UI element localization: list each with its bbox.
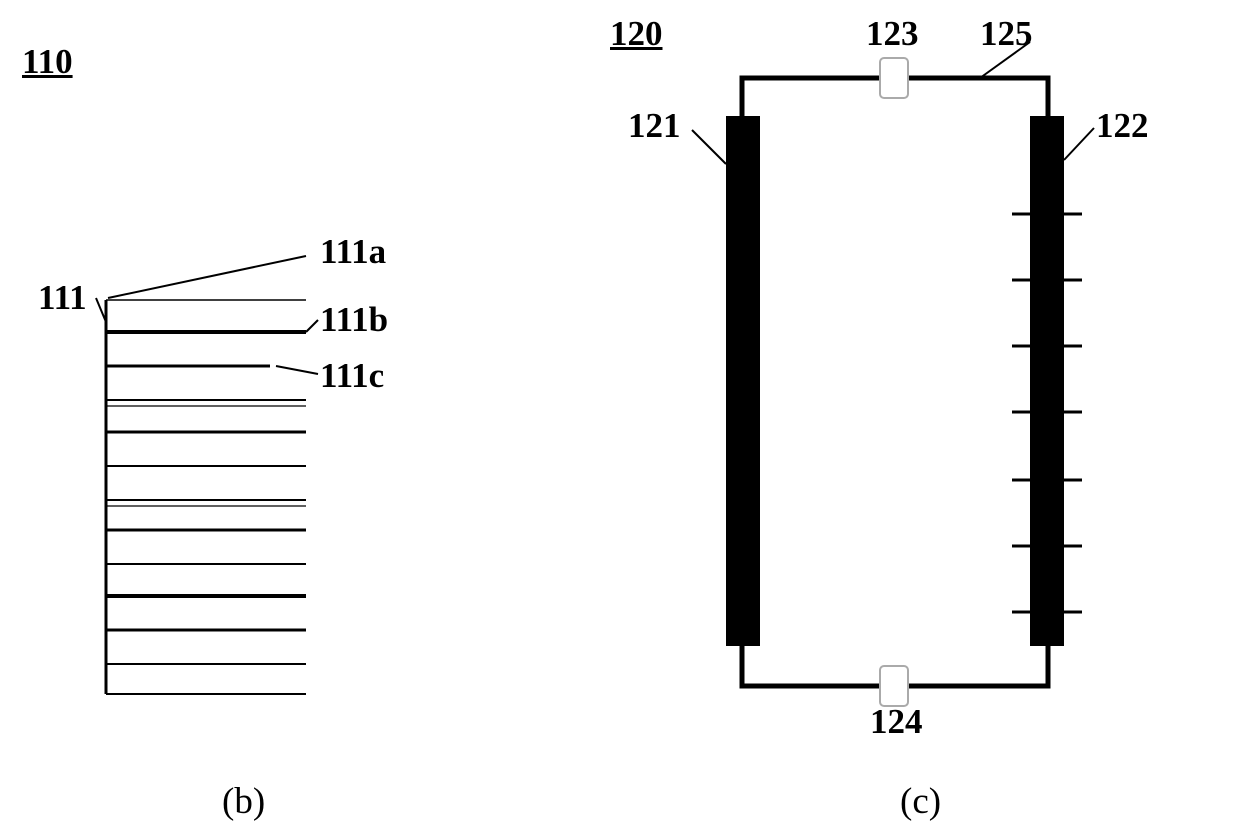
leader-125 <box>980 42 1030 78</box>
fig-b-lines <box>106 300 306 694</box>
diagram-svg <box>0 0 1240 838</box>
leader-111c <box>276 366 318 374</box>
component-124 <box>880 666 908 706</box>
bar-121 <box>726 116 760 646</box>
leader-111b <box>306 320 318 332</box>
leader-122 <box>1064 128 1094 160</box>
bar-122 <box>1030 116 1064 646</box>
diagram-canvas: 110 111 111a 111b 111c 120 121 122 123 1… <box>0 0 1240 838</box>
component-123 <box>880 58 908 98</box>
figure-b <box>96 256 318 694</box>
leader-111a <box>108 256 306 298</box>
figure-c <box>692 42 1094 706</box>
leader-121 <box>692 130 726 164</box>
